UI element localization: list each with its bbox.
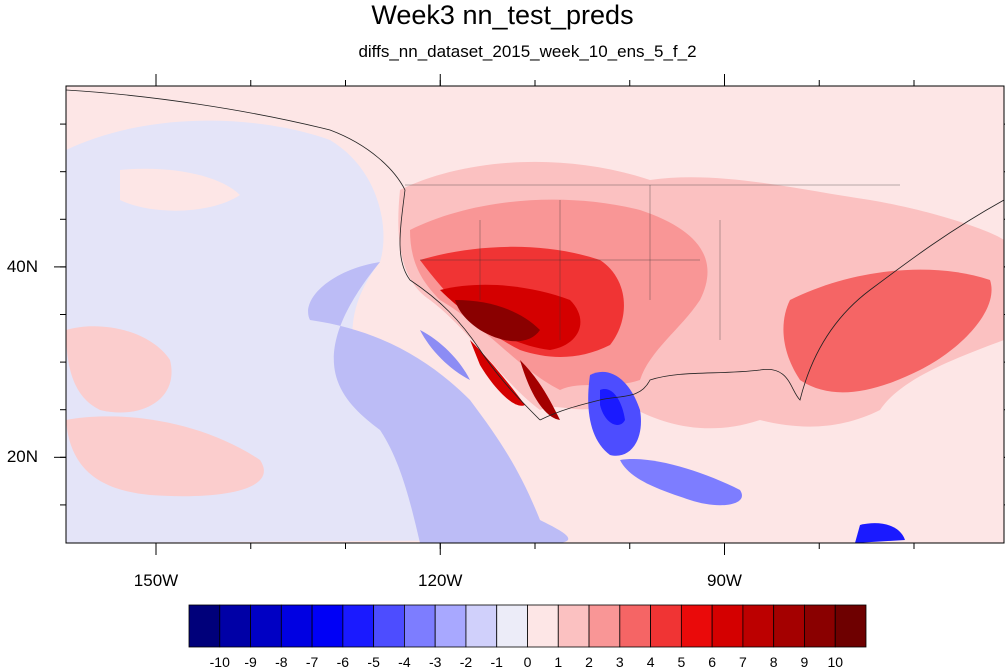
colorbar-label: 5 [677, 654, 685, 670]
colorbar-box [834, 604, 867, 648]
colorbar-box [650, 604, 682, 648]
x-tick-label: 120W [418, 571, 463, 590]
colorbar-label: -3 [429, 654, 442, 670]
colorbar-label: 4 [647, 654, 655, 670]
colorbar-label: -6 [337, 654, 350, 670]
colorbar-box [373, 604, 405, 648]
colorbar-box [219, 604, 251, 648]
colorbar-label: 9 [801, 654, 809, 670]
colorbar-box [311, 604, 344, 648]
colorbar-box [527, 604, 559, 648]
state-borders [405, 184, 900, 340]
y-tick-label: 20N [6, 447, 38, 467]
colorbar-label: -2 [460, 654, 473, 670]
colorbar-box [619, 604, 651, 648]
plot-title: Week3 nn_test_preds [371, 0, 634, 30]
baja-heat [470, 340, 525, 406]
y-tick-label: 40N [6, 256, 38, 276]
colorbar-box [342, 604, 375, 648]
mexico-blue-core [600, 389, 625, 425]
pacific-blue-band [308, 262, 569, 543]
colorbar-label: 6 [708, 654, 716, 670]
plot-subtitle: diffs_nn_dataset_2015_week_10_ens_5_f_2 [358, 42, 697, 61]
gulf-california-heat [520, 360, 560, 420]
colorbar-label: 1 [554, 654, 562, 670]
pink-patch [66, 326, 172, 413]
colorbar-label: -5 [367, 654, 380, 670]
colorbar-label: 10 [827, 654, 843, 670]
colorbar-box [404, 604, 436, 648]
colorbar-label: 7 [739, 654, 747, 670]
baja-coast-blue [420, 330, 470, 380]
colorbar-box [496, 604, 528, 648]
east-coast-heat [783, 269, 992, 393]
colorbar-box [557, 604, 590, 648]
colorbar-box [588, 604, 621, 648]
coastline [66, 89, 1004, 421]
colorbar-label: 3 [616, 654, 624, 670]
colorbar-label: 8 [770, 654, 778, 670]
colorbar-box [434, 604, 467, 648]
colorbar-box [250, 604, 282, 648]
colorbar-box [711, 604, 744, 648]
heat-core [455, 300, 540, 342]
colorbar-label: -8 [275, 654, 288, 670]
pink-patch [66, 416, 264, 497]
colorbar-label: -9 [244, 654, 257, 670]
colorbar-box [680, 604, 713, 648]
colorbar-box [280, 604, 313, 648]
colorbar-box [188, 604, 221, 648]
pink-patch [120, 168, 240, 211]
colorbar-label: 2 [585, 654, 593, 670]
colorbar-label: -10 [210, 654, 230, 670]
colorbar-label: -4 [398, 654, 411, 670]
central-america-blue [620, 459, 742, 506]
colorbar-box [804, 604, 836, 648]
axis-ticks [54, 74, 1005, 555]
sw-corner-blue [855, 523, 905, 543]
colorbar-box [742, 604, 775, 648]
colorbar-label: 0 [524, 654, 532, 670]
colorbar-box [465, 604, 498, 648]
x-tick-label: 150W [133, 571, 179, 590]
colorbar-box [773, 604, 805, 648]
x-tick-label: 90W [707, 571, 742, 590]
colorbar-label: -7 [306, 654, 319, 670]
colorbar-label: -1 [491, 654, 504, 670]
